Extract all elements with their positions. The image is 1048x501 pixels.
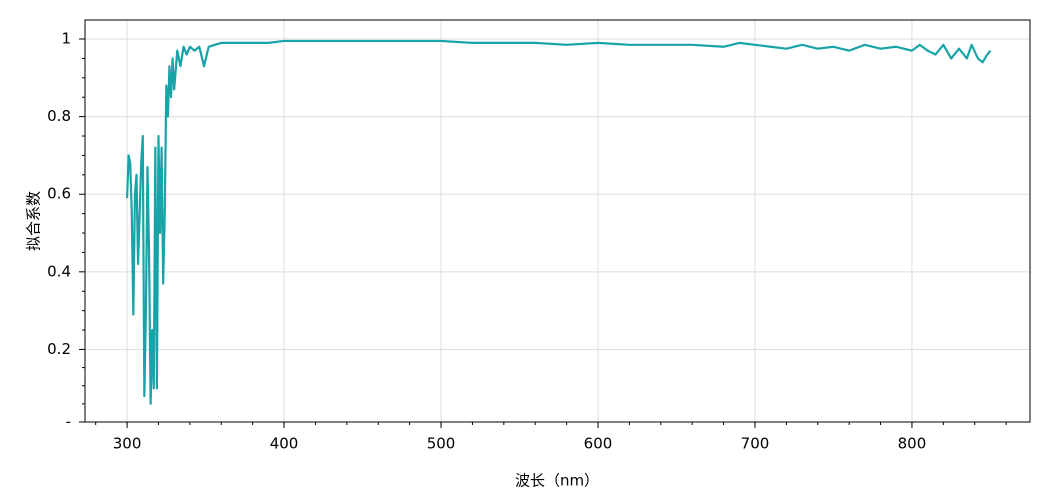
plot-frame	[84, 19, 1031, 423]
x-tick-label: 700	[741, 435, 770, 453]
y-tick-label: 1	[61, 30, 71, 48]
y-axis-label: 拟合系数	[25, 191, 43, 251]
x-tick-label: 600	[584, 435, 613, 453]
y-tick-label: 0.4	[47, 262, 71, 280]
x-tick-label: 300	[113, 435, 142, 453]
x-tick-label: 500	[427, 435, 456, 453]
x-tick-label: 800	[898, 435, 927, 453]
y-tick-label: 0.2	[47, 340, 71, 358]
y-tick-label: 0.8	[47, 107, 71, 125]
x-tick-label: 400	[270, 435, 299, 453]
y-tick-label: 0.6	[47, 185, 71, 203]
x-axis-label: 波长（nm）	[515, 472, 599, 490]
data-line	[125, 39, 992, 405]
y-tick-label: -	[66, 413, 71, 431]
